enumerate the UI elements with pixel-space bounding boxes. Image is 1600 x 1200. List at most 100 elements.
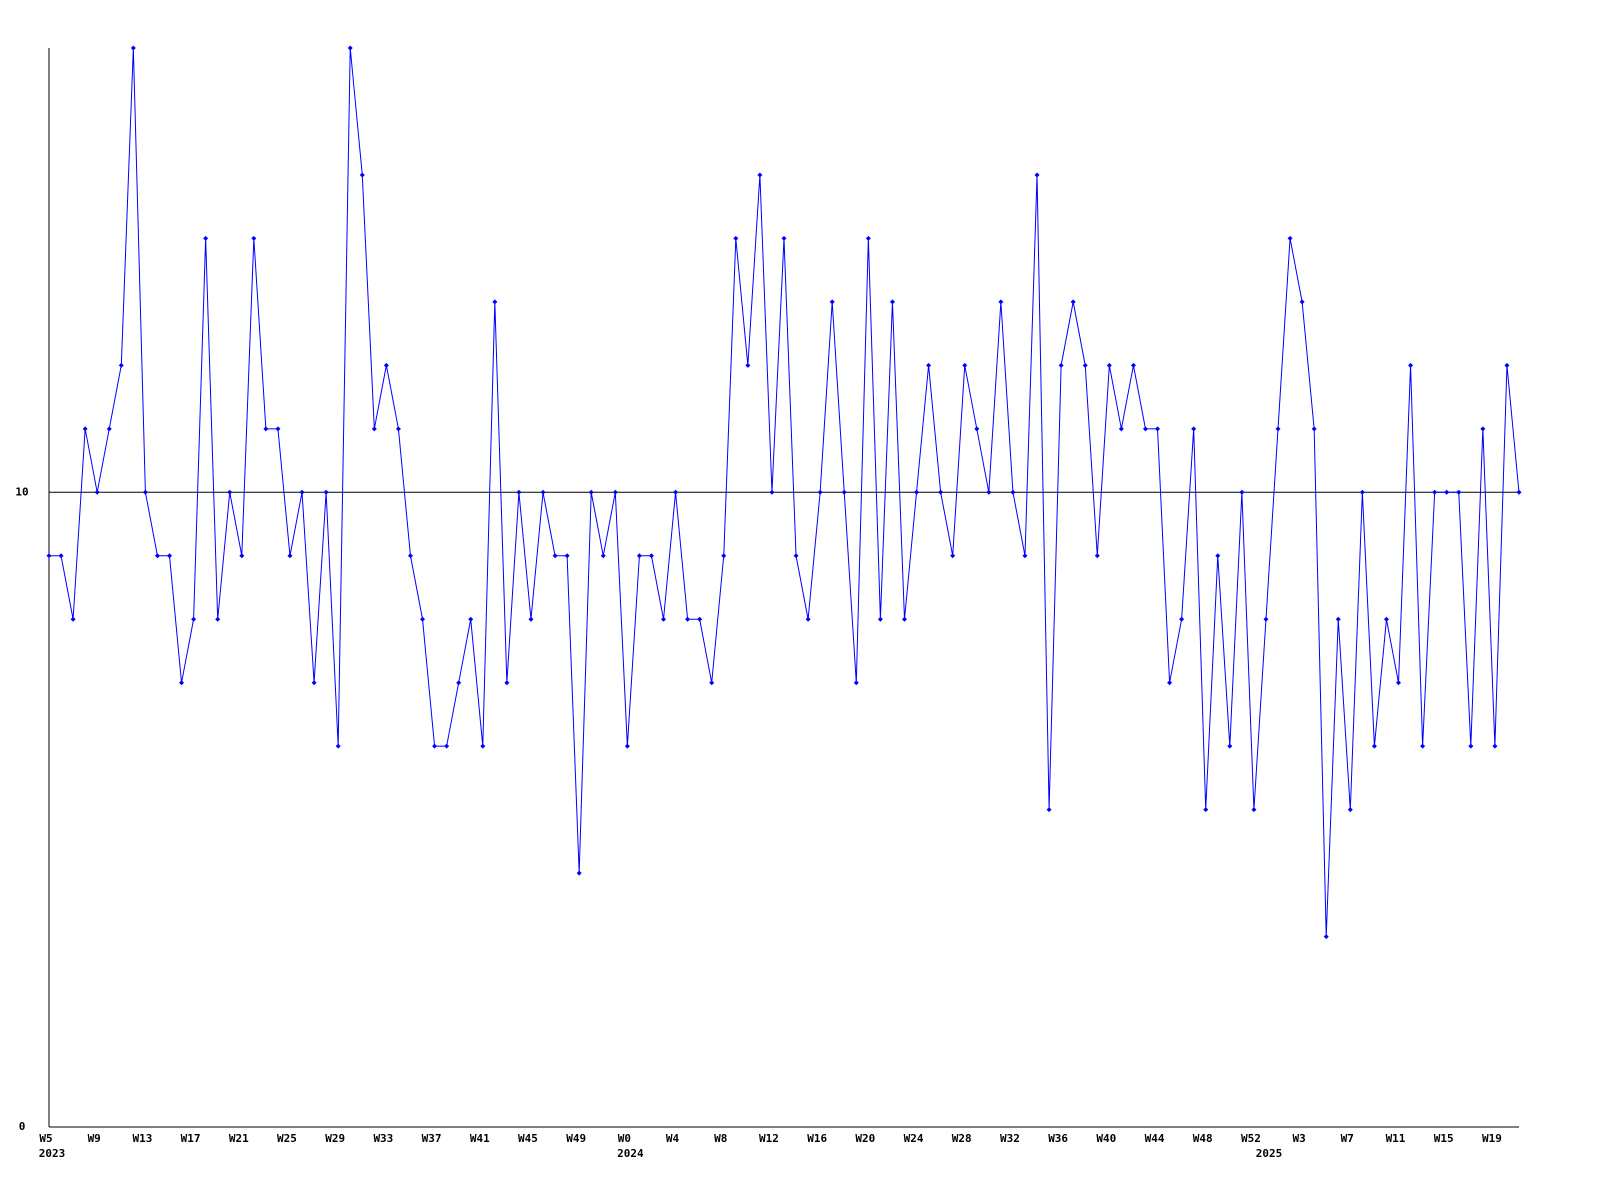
point <box>1480 426 1486 432</box>
point <box>82 426 88 432</box>
point <box>215 616 221 622</box>
point <box>986 489 992 495</box>
x-tick-label: W36 <box>1048 1132 1068 1145</box>
point <box>769 489 775 495</box>
point <box>347 45 353 51</box>
point <box>636 553 642 559</box>
x-tick-label: W9 <box>88 1132 101 1145</box>
x-year-label: 2025 <box>1256 1147 1283 1160</box>
point <box>275 426 281 432</box>
point <box>1492 743 1498 749</box>
point <box>407 553 413 559</box>
point <box>998 299 1004 305</box>
x-tick-label: W44 <box>1145 1132 1165 1145</box>
point <box>1118 426 1124 432</box>
point <box>1287 235 1293 241</box>
point <box>191 616 197 622</box>
point <box>456 680 462 686</box>
point <box>359 172 365 178</box>
point <box>817 489 823 495</box>
point <box>203 235 209 241</box>
x-tick-label: W16 <box>807 1132 827 1145</box>
point <box>94 489 100 495</box>
point <box>781 235 787 241</box>
x-tick-label: W45 <box>518 1132 538 1145</box>
point <box>432 743 438 749</box>
point <box>70 616 76 622</box>
point <box>1010 489 1016 495</box>
point <box>576 870 582 876</box>
x-year-label: 2024 <box>617 1147 644 1160</box>
point <box>709 680 715 686</box>
x-tick-label: W21 <box>229 1132 249 1145</box>
point <box>733 235 739 241</box>
point <box>383 362 389 368</box>
point <box>612 489 618 495</box>
point <box>1408 362 1414 368</box>
x-tick-label: W5 <box>39 1132 52 1145</box>
point <box>1420 743 1426 749</box>
x-tick-label: W7 <box>1341 1132 1354 1145</box>
point <box>1203 807 1209 813</box>
x-tick-label: W40 <box>1096 1132 1116 1145</box>
point <box>1432 489 1438 495</box>
point <box>1155 426 1161 432</box>
point <box>950 553 956 559</box>
point <box>371 426 377 432</box>
point <box>1504 362 1510 368</box>
x-tick-label: W3 <box>1292 1132 1305 1145</box>
point <box>287 553 293 559</box>
point <box>841 489 847 495</box>
point <box>1516 489 1522 495</box>
point <box>528 616 534 622</box>
point <box>877 616 883 622</box>
point <box>311 680 317 686</box>
point <box>1227 743 1233 749</box>
point <box>1082 362 1088 368</box>
point <box>1335 616 1341 622</box>
point <box>468 616 474 622</box>
point <box>130 45 136 51</box>
x-tick-label: W33 <box>373 1132 393 1145</box>
point <box>1215 553 1221 559</box>
point <box>1106 362 1112 368</box>
point <box>793 553 799 559</box>
point <box>1468 743 1474 749</box>
point <box>588 489 594 495</box>
point <box>1251 807 1257 813</box>
point <box>1311 426 1317 432</box>
point <box>154 553 160 559</box>
x-tick-label: W48 <box>1193 1132 1213 1145</box>
point <box>926 362 932 368</box>
point <box>179 680 185 686</box>
x-tick-label: W8 <box>714 1132 727 1145</box>
x-tick-label: W32 <box>1000 1132 1020 1145</box>
point <box>420 616 426 622</box>
x-tick-label: W11 <box>1386 1132 1406 1145</box>
point <box>914 489 920 495</box>
x-tick-label: W19 <box>1482 1132 1502 1145</box>
point <box>1239 489 1245 495</box>
point <box>624 743 630 749</box>
point <box>444 743 450 749</box>
y-tick-label: 0 <box>19 1120 26 1133</box>
point <box>1191 426 1197 432</box>
point <box>1179 616 1185 622</box>
point <box>1263 616 1269 622</box>
point <box>58 553 64 559</box>
x-tick-label: W29 <box>325 1132 345 1145</box>
point <box>516 489 522 495</box>
point <box>1347 807 1353 813</box>
point <box>1034 172 1040 178</box>
point <box>648 553 654 559</box>
point <box>552 553 558 559</box>
point <box>1299 299 1305 305</box>
point <box>1094 553 1100 559</box>
point <box>227 489 233 495</box>
x-tick-label: W49 <box>566 1132 586 1145</box>
point <box>901 616 907 622</box>
point <box>1167 680 1173 686</box>
point <box>540 489 546 495</box>
point <box>263 426 269 432</box>
